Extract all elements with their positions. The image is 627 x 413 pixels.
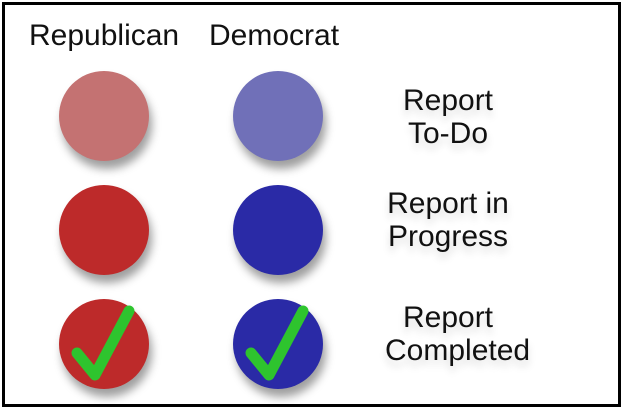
- checkmark-icon: [245, 305, 309, 381]
- republican-in-progress-circle-icon: [59, 185, 149, 275]
- democrat-in-progress-circle-icon: [233, 185, 323, 275]
- legend-frame: Republican Democrat Report To-Do Report …: [2, 2, 621, 407]
- header-republican: Republican: [29, 19, 180, 52]
- republican-completed-circle-icon: [59, 299, 149, 389]
- label-report-todo: Report To-Do: [402, 84, 494, 150]
- republican-todo-circle-icon: [59, 71, 149, 161]
- label-report-completed: Report Completed: [385, 301, 531, 367]
- checkmark-icon: [71, 305, 135, 381]
- democrat-todo-circle-icon: [233, 71, 323, 161]
- header-democrat: Democrat: [209, 19, 340, 52]
- label-report-in-progress: Report in Progress: [387, 187, 509, 253]
- democrat-completed-circle-icon: [233, 299, 323, 389]
